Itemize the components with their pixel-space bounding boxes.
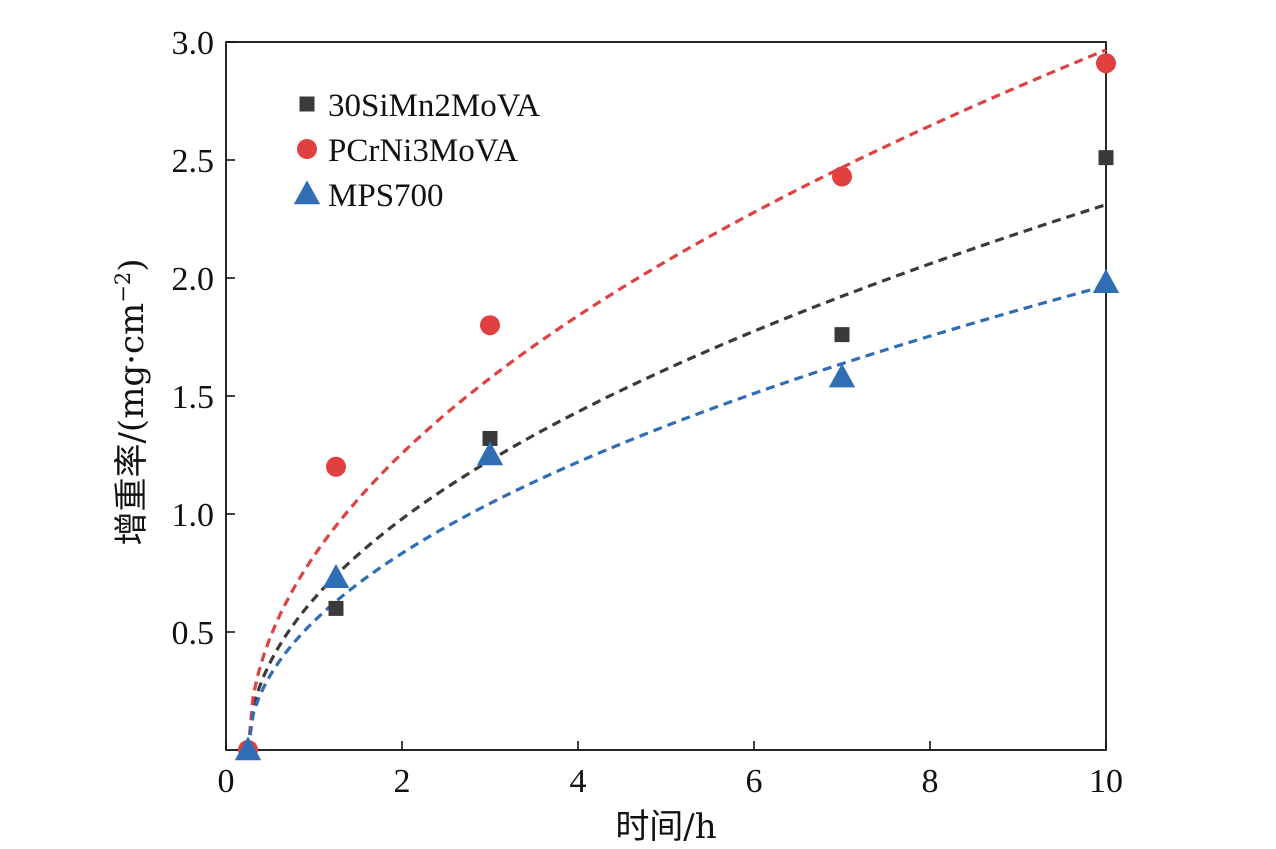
legend-label-PCrNi3MoVA: PCrNi3MoVA xyxy=(328,133,518,169)
x-tick-label: 2 xyxy=(394,763,411,800)
x-axis-title: 时间/h xyxy=(615,807,716,847)
data-point-MPS700 xyxy=(1092,269,1120,293)
x-tick-label: 0 xyxy=(218,763,235,800)
y-tick-label: 2.0 xyxy=(172,261,215,298)
legend-label-30SiMn2MoVA: 30SiMn2MoVA xyxy=(328,88,540,124)
data-point-PCrNi3MoVA xyxy=(1096,53,1116,74)
y-tick-label: 1.0 xyxy=(172,497,215,534)
data-point-PCrNi3MoVA xyxy=(480,315,500,336)
fit-curve-30SiMn2MoVA xyxy=(246,203,1107,751)
x-tick-label: 4 xyxy=(570,763,587,800)
y-tick-label: 0.5 xyxy=(172,615,215,652)
fit-curve-MPS700 xyxy=(246,284,1107,751)
legend-marker-MPS700 xyxy=(293,180,321,205)
data-point-MPS700 xyxy=(234,736,262,761)
data-point-30SiMn2MoVA xyxy=(482,430,498,446)
y-axis-title-main: 增重率/(mg·cm xyxy=(112,303,152,546)
legend-marker-30SiMn2MoVA xyxy=(299,96,315,112)
y-tick-label: 1.5 xyxy=(172,379,215,416)
x-tick-label: 6 xyxy=(746,763,763,800)
axis-titles: 时间/h 增重率/(mg·cm−2) xyxy=(111,258,717,847)
data-point-30SiMn2MoVA xyxy=(328,600,344,616)
legend-marker-PCrNi3MoVA xyxy=(297,139,317,159)
data-point-PCrNi3MoVA xyxy=(326,456,346,477)
data-point-MPS700 xyxy=(828,363,856,388)
data-point-MPS700 xyxy=(322,564,350,588)
y-tick-label: 3.0 xyxy=(172,25,215,62)
x-tick-label: 8 xyxy=(922,763,939,800)
axes: 0 2 4 6 8 10 0.5 1.0 1.5 2.0 2.5 3.0 xyxy=(172,25,1124,800)
y-axis-title: 增重率/(mg·cm−2) xyxy=(111,258,152,545)
y-axis-title-exponent: −2 xyxy=(111,272,135,303)
data-points xyxy=(234,53,1120,761)
y-axis-title-close: ) xyxy=(112,258,152,271)
data-point-30SiMn2MoVA xyxy=(834,327,850,343)
legend: 30SiMn2MoVA PCrNi3MoVA MPS700 xyxy=(293,88,540,214)
fit-curves xyxy=(246,48,1107,751)
legend-label-MPS700: MPS700 xyxy=(328,178,444,214)
y-tick-label: 2.5 xyxy=(172,143,215,180)
data-point-PCrNi3MoVA xyxy=(832,166,852,187)
data-point-MPS700 xyxy=(476,441,504,466)
x-tick-label: 10 xyxy=(1089,763,1123,800)
data-point-30SiMn2MoVA xyxy=(1098,150,1114,166)
fit-curve-PCrNi3MoVA xyxy=(246,48,1107,751)
